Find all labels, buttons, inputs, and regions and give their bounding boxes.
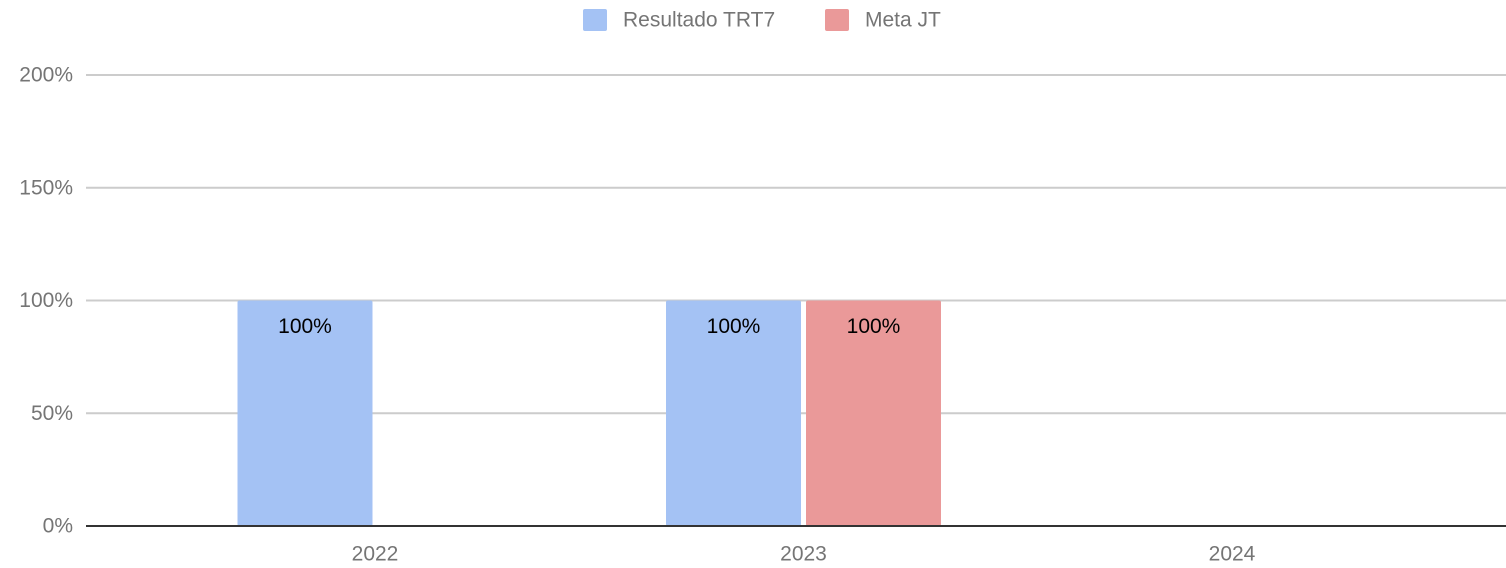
value-label: 100% (847, 315, 901, 338)
x-tick-label: 2023 (780, 543, 827, 566)
bar (237, 300, 373, 526)
legend-swatch (583, 9, 607, 31)
bar (806, 300, 941, 526)
legend-label: Resultado TRT7 (623, 9, 775, 32)
value-label: 100% (278, 315, 332, 338)
legend-swatch (825, 9, 849, 31)
bar (666, 300, 801, 526)
x-tick-label: 2022 (352, 543, 399, 566)
y-tick-label: 50% (31, 402, 73, 425)
legend-label: Meta JT (865, 9, 941, 32)
value-label: 100% (707, 315, 761, 338)
y-tick-label: 150% (19, 176, 73, 199)
x-tick-label: 2024 (1209, 543, 1256, 566)
y-tick-label: 200% (19, 64, 73, 87)
y-tick-label: 100% (19, 289, 73, 312)
y-tick-label: 0% (43, 515, 73, 538)
